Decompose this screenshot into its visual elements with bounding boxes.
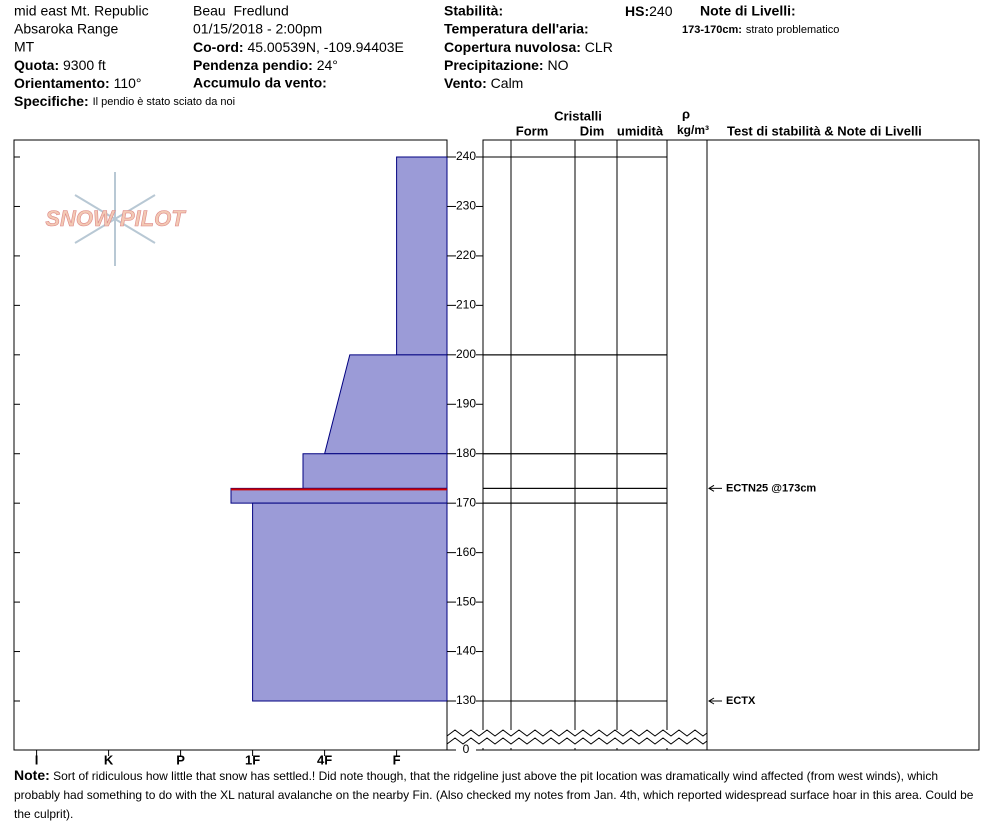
range: Absaroka Range	[14, 21, 119, 37]
depth-tick-label: 170	[456, 495, 476, 509]
label: Quota:	[14, 57, 59, 73]
label: Specifiche:	[14, 93, 89, 109]
note: Note: Sort of ridiculous how little that…	[14, 766, 984, 824]
hs: HS:240	[625, 3, 673, 19]
precip: Precipitazione: NO	[444, 57, 569, 73]
depth-tick-label: 150	[456, 594, 476, 608]
coords: Co-ord: 45.00539N, -109.94403E	[193, 39, 404, 55]
value: 110°	[114, 75, 142, 91]
grid-frame	[482, 139, 980, 751]
test-arrowhead	[708, 697, 715, 705]
aspect: Orientamento: 110°	[14, 75, 142, 91]
value: 9300 ft	[63, 57, 106, 73]
test-arrowhead	[708, 484, 715, 492]
stability: Stabilità:	[444, 3, 503, 19]
value: Il pendio è stato sciato da noi	[93, 96, 235, 108]
test-label: ECTN25 @173cm	[726, 482, 816, 494]
label: Co-ord:	[193, 39, 244, 55]
layer	[230, 487, 448, 504]
specifics: Specifiche: Il pendio è stato sciato da …	[14, 93, 235, 109]
label: Orientamento:	[14, 75, 110, 91]
value: 45.00539N, -109.94403E	[247, 39, 403, 55]
observer: Beau Fredlund	[193, 3, 289, 19]
note-text: Sort of ridiculous how little that snow …	[14, 769, 974, 821]
label: Pendenza pendio:	[193, 57, 313, 73]
depth-tick-label: 200	[456, 347, 476, 361]
value: Calm	[491, 75, 524, 91]
logo: SNOW PILOT	[45, 206, 186, 231]
range: 173-170cm:	[682, 24, 742, 36]
slope: Pendenza pendio: 24°	[193, 57, 338, 73]
break-zigzag	[446, 737, 708, 745]
depth-tick-label: 140	[456, 644, 476, 658]
depth-tick-label: 210	[456, 298, 476, 312]
flake-arm	[74, 194, 156, 244]
hardness-tick-label: P	[176, 752, 185, 767]
layer-notes-title: Note di Livelli:	[700, 3, 796, 19]
depth-tick-label: 0	[463, 742, 470, 756]
col-crystals: Cristalli	[554, 108, 602, 123]
depth-tick-label: 190	[456, 396, 476, 410]
datetime: 01/15/2018 - 2:00pm	[193, 21, 322, 37]
break-zigzag	[446, 729, 708, 737]
hardness-tick-label: F	[393, 752, 401, 767]
value: 24°	[317, 57, 338, 73]
depth-tick-label: 220	[456, 248, 476, 262]
layer	[302, 453, 448, 489]
test-label: ECTX	[726, 695, 756, 707]
hardness-tick-label: 1F	[245, 752, 260, 767]
col-size: Dim	[580, 123, 605, 138]
depth-tick-label: 180	[456, 446, 476, 460]
air-temp: Temperatura dell'aria:	[444, 21, 589, 37]
label: Vento:	[444, 75, 487, 91]
state: MT	[14, 39, 35, 55]
col-form: Form	[516, 123, 549, 138]
col-rho: ρ	[682, 106, 690, 121]
wind: Vento: Calm	[444, 75, 523, 91]
sky: Copertura nuvolosa: CLR	[444, 39, 613, 55]
elevation: Quota: 9300 ft	[14, 57, 106, 73]
col-moisture: umidità	[617, 123, 664, 138]
depth-tick-label: 240	[456, 149, 476, 163]
column-lines	[446, 140, 708, 750]
layer	[252, 502, 448, 702]
layer	[323, 354, 448, 455]
label: HS:	[625, 3, 649, 19]
depth-tick-label: 230	[456, 199, 476, 213]
layer-note: 173-170cm: strato problematico	[682, 21, 839, 37]
layer	[396, 156, 448, 356]
location: mid east Mt. Republic	[14, 3, 149, 19]
text: strato problematico	[746, 24, 840, 36]
logo-flake	[74, 172, 156, 266]
value: CLR	[585, 39, 613, 55]
hardness-tick-label: 4F	[317, 752, 332, 767]
label: Precipitazione:	[444, 57, 544, 73]
value: NO	[547, 57, 568, 73]
value: 240	[649, 3, 673, 19]
depth-tick-label: 160	[456, 545, 476, 559]
depth-tick-label: 130	[456, 693, 476, 707]
col-density: kg/m³	[677, 123, 709, 137]
note-label: Note:	[14, 767, 50, 783]
label: Copertura nuvolosa:	[444, 39, 581, 55]
hardness-tick-label: I	[35, 752, 39, 767]
col-tests: Test di stabilità & Note di Livelli	[727, 123, 922, 138]
wind-loading: Accumulo da vento:	[193, 75, 327, 91]
hardness-tick-label: K	[104, 752, 114, 767]
